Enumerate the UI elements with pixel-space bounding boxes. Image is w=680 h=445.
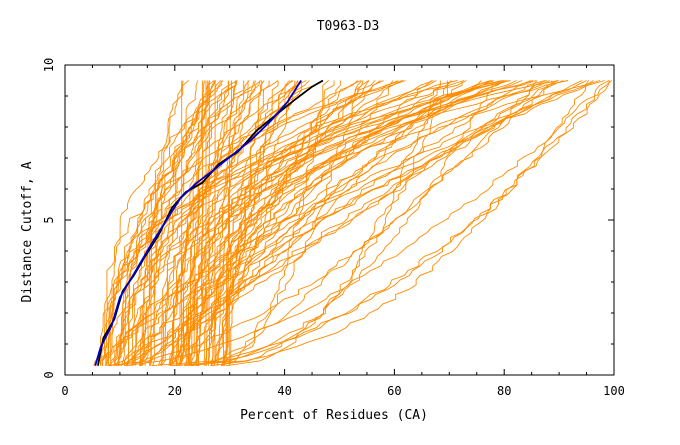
x-tick-label: 20 [168, 384, 182, 398]
x-axis-label: Percent of Residues (CA) [240, 408, 428, 423]
y-tick-label: 5 [42, 216, 56, 223]
x-tick-label: 80 [497, 384, 511, 398]
model-curve [129, 81, 451, 366]
x-tick-label: 60 [387, 384, 401, 398]
chart-title: T0963-D3 [317, 19, 380, 34]
y-tick-label: 10 [42, 58, 56, 72]
model-curve [229, 81, 522, 366]
model-curve [204, 81, 206, 366]
background-model-curves [94, 81, 612, 366]
y-tick-label: 0 [42, 371, 56, 378]
x-tick-label: 100 [603, 384, 625, 398]
plot-frame [65, 65, 614, 375]
x-tick-label: 40 [277, 384, 291, 398]
x-tick-label: 0 [61, 384, 68, 398]
model-curve [141, 81, 216, 366]
y-axis-label: Distance Cutoff, A [20, 161, 35, 302]
model-curve [110, 81, 563, 366]
